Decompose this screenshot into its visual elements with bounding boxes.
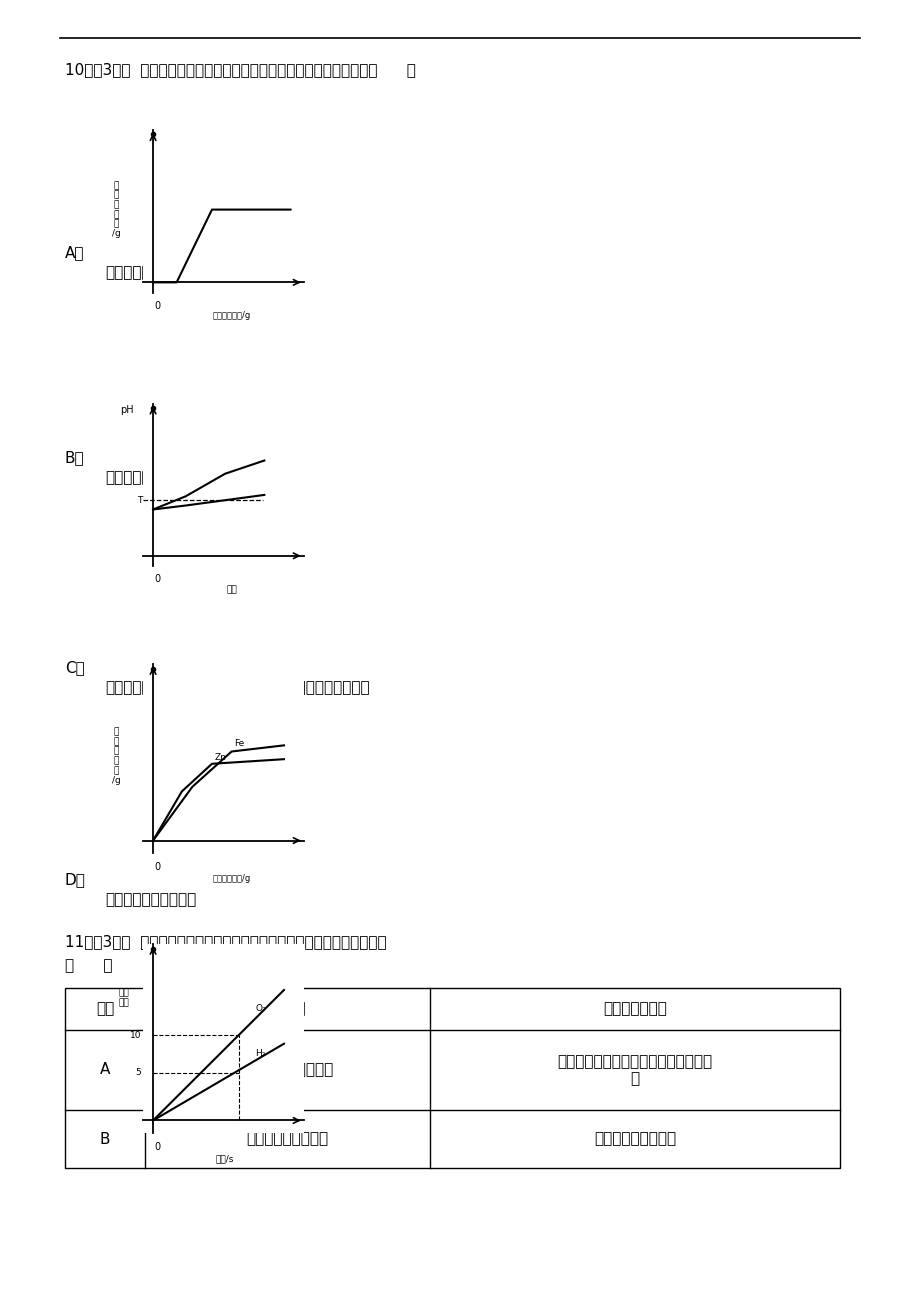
Text: pH: pH [119,405,133,415]
Text: T: T [137,496,142,505]
Text: Zn: Zn [214,754,226,762]
Text: 实验目的: 实验目的 [269,1001,305,1017]
Text: （      ）: （ ） [65,958,112,973]
Bar [65,988,839,1168]
Text: A．: A． [65,245,85,260]
Text: 稀盐酸的质量/g: 稀盐酸的质量/g [212,875,251,883]
Text: 0: 0 [154,574,160,585]
Text: B: B [99,1131,110,1147]
Text: 0: 0 [154,1142,160,1152]
Text: 提纯硫酸钙中的硫酸钙: 提纯硫酸钙中的硫酸钙 [242,1062,333,1078]
Text: 11．（3分）  下列有关物质的提纯、除杂和鉴别所用的试剂或方法错误的是: 11．（3分） 下列有关物质的提纯、除杂和鉴别所用的试剂或方法错误的是 [65,934,386,949]
Text: C．: C． [65,660,85,674]
Text: 氢
气
的
质
量
/g: 氢 气 的 质 量 /g [112,728,120,785]
Text: 电解水生成气体的体积: 电解水生成气体的体积 [105,892,196,907]
Text: 所加物质或方法: 所加物质或方法 [603,1001,666,1017]
Text: 除去氧化铜中的碳粉: 除去氧化铜中的碳粉 [246,1131,328,1147]
Text: 稀盐酸的质量/g: 稀盐酸的质量/g [212,311,251,320]
Text: 常温下，等质量的锤和铁分别与足量同溶质质量分数的稀硫酸反应: 常温下，等质量的锤和铁分别与足量同溶质质量分数的稀硫酸反应 [105,680,369,695]
Text: 10: 10 [130,1031,142,1040]
Text: 向部分变质的氯氧化钙溶液中滴加稀盐酸: 向部分变质的氯氧化钙溶液中滴加稀盐酸 [105,266,269,280]
Text: 向一定量稀盐酸中逐滴加入水: 向一定量稀盐酸中逐滴加入水 [105,470,223,486]
Text: A: A [99,1062,110,1078]
Text: 气体
体积: 气体 体积 [119,988,130,1008]
Text: 时间/s: 时间/s [216,1155,234,1163]
Text: 时间: 时间 [226,585,237,594]
Text: B．: B． [65,450,85,465]
Text: O₂: O₂ [255,1004,266,1013]
Text: 0: 0 [154,301,160,311]
Text: Fe: Fe [234,740,244,749]
Text: 5: 5 [135,1069,142,1077]
Text: 10．（3分）  下列图象分别与选项中的实验过程相对应，其中正确的是（      ）: 10．（3分） 下列图象分别与选项中的实验过程相对应，其中正确的是（ ） [65,62,415,77]
Text: 在足量的空气中灸烧: 在足量的空气中灸烧 [594,1131,675,1147]
Text: 溶解、加适量的氯化钇溶液，过滤，蘵
发: 溶解、加适量的氯化钇溶液，过滤，蘵 发 [557,1053,712,1086]
Text: 0: 0 [154,862,160,872]
Text: 选项: 选项 [96,1001,114,1017]
Text: H₂: H₂ [255,1048,266,1057]
Text: 气
体
的
质
量
/g: 气 体 的 质 量 /g [112,181,120,238]
Text: D．: D． [65,872,85,887]
